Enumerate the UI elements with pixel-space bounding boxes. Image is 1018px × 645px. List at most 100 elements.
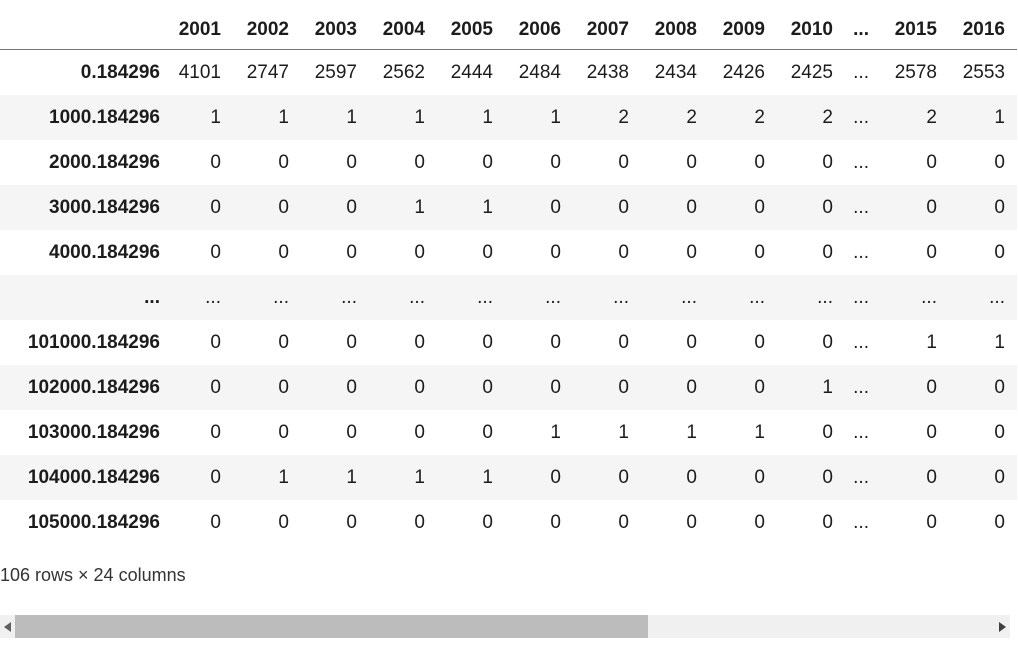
- table-cell: 1: [346, 106, 357, 128]
- table-cell: 1: [550, 421, 561, 443]
- table-cell: ...: [477, 286, 493, 308]
- table-cell: 0: [822, 151, 833, 173]
- table-cell: 0: [414, 376, 425, 398]
- table-cell: 0: [346, 376, 357, 398]
- right-arrow-icon: [999, 621, 1006, 632]
- table-cell: 0: [210, 466, 221, 488]
- table-cell: ...: [853, 151, 869, 173]
- dataframe-table: 2001 2002 2003 2004 2005 2006 2007 2008 2009 2010…: [0, 10, 1017, 545]
- table-cell: 0: [482, 511, 493, 533]
- table-cell: ...: [853, 61, 869, 83]
- table-cell: 2: [822, 106, 833, 128]
- table-cell: 0: [994, 151, 1005, 173]
- table-cell: ...: [853, 106, 869, 128]
- table-cell: 0: [414, 331, 425, 353]
- table-cell: 0: [618, 151, 629, 173]
- table-cell: ...: [613, 286, 629, 308]
- table-cell: 0: [414, 241, 425, 263]
- table-cell: 0: [618, 376, 629, 398]
- table-cell: 0: [686, 196, 697, 218]
- column-header: ...: [853, 19, 869, 40]
- column-header: 2001: [178, 19, 221, 40]
- header-row: 2001 2002 2003 2004 2005 2006 2007 2008 2009 2010…: [0, 10, 1017, 50]
- table-cell: ...: [853, 511, 869, 533]
- table-cell: 1: [618, 421, 629, 443]
- table-cell: 2553: [962, 61, 1005, 83]
- row-count-summary: 106 rows × 24 columns: [0, 565, 186, 585]
- table-row: 2000.184296 0 0 0 0 0 0 0 0 0 0... 0 0: [0, 140, 1017, 185]
- table-cell: 1: [550, 106, 561, 128]
- table-cell: ...: [853, 466, 869, 488]
- table-cell: 1: [482, 106, 493, 128]
- table-cell: ...: [341, 286, 357, 308]
- table-row: 103000.184296 0 0 0 0 0 1 1 1 1 0... 0 0: [0, 410, 1017, 455]
- table-row: 105000.184296 0 0 0 0 0 0 0 0 0 0... 0 0: [0, 500, 1017, 545]
- table-cell: 0: [482, 331, 493, 353]
- table-cell: 0: [278, 241, 289, 263]
- table-cell: 2597: [314, 61, 357, 83]
- table-cell: 0: [414, 511, 425, 533]
- table-cell: 0: [346, 196, 357, 218]
- scrollbar-left-button[interactable]: [0, 615, 15, 638]
- table-cell: 0: [926, 466, 937, 488]
- table-cell: 0: [994, 466, 1005, 488]
- table-cell: 2: [754, 106, 765, 128]
- scrollbar-thumb[interactable]: [15, 615, 648, 638]
- table-cell: 0: [686, 331, 697, 353]
- scrollbar-track[interactable]: [648, 615, 995, 638]
- table-cell: 0: [822, 241, 833, 263]
- table-cell: 0: [926, 196, 937, 218]
- row-index: 3000.184296: [49, 196, 160, 218]
- table-cell: 0: [346, 331, 357, 353]
- table-cell: 0: [346, 151, 357, 173]
- table-cell: 0: [210, 196, 221, 218]
- table-cell: 0: [618, 196, 629, 218]
- table-cell: 0: [210, 511, 221, 533]
- table-cell: 0: [618, 466, 629, 488]
- table-cell: 1: [994, 106, 1005, 128]
- table-cell: ...: [409, 286, 425, 308]
- table-cell: 0: [414, 421, 425, 443]
- table-cell: 0: [482, 241, 493, 263]
- table-cell: 0: [550, 331, 561, 353]
- scrollbar-right-button[interactable]: [995, 615, 1010, 638]
- row-index: ...: [144, 286, 160, 308]
- column-header: 2004: [382, 19, 425, 40]
- column-header: 2002: [246, 19, 289, 40]
- table-cell: ...: [817, 286, 833, 308]
- table-cell: 0: [754, 376, 765, 398]
- table-row: 4000.184296 0 0 0 0 0 0 0 0 0 0... 0 0: [0, 230, 1017, 275]
- table-cell: 0: [994, 376, 1005, 398]
- table-cell: 0: [346, 241, 357, 263]
- table-cell: 0: [926, 376, 937, 398]
- table-cell: 0: [618, 511, 629, 533]
- table-cell: ...: [853, 286, 869, 308]
- table-cell: ...: [853, 421, 869, 443]
- table-cell: 2484: [518, 61, 561, 83]
- table-cell: 1: [210, 106, 221, 128]
- row-index: 2000.184296: [49, 151, 160, 173]
- table-cell: 0: [686, 151, 697, 173]
- table-cell: 0: [754, 466, 765, 488]
- table-row: 0.184296 4101 2747 2597 2562 2444 2484 2438 2434…: [0, 50, 1017, 96]
- table-cell: 0: [994, 511, 1005, 533]
- table-cell: 0: [210, 376, 221, 398]
- table-cell: 2562: [382, 61, 425, 83]
- table-row: 1000.184296 1 1 1 1 1 1 2 2 2 2... 2 1: [0, 95, 1017, 140]
- table-cell: 0: [210, 331, 221, 353]
- table-cell: 0: [278, 151, 289, 173]
- table-cell: 0: [754, 241, 765, 263]
- table-cell: ...: [853, 196, 869, 218]
- table-cell: 0: [278, 421, 289, 443]
- table-cell: 1: [414, 196, 425, 218]
- table-cell: 2434: [654, 61, 697, 83]
- table-cell: 0: [754, 511, 765, 533]
- table-cell: 2578: [894, 61, 937, 83]
- horizontal-scrollbar[interactable]: [0, 615, 1010, 638]
- table-cell: ...: [853, 331, 869, 353]
- table-cell: 0: [822, 511, 833, 533]
- table-cell: 2: [618, 106, 629, 128]
- row-index: 0.184296: [80, 61, 160, 83]
- row-index: 4000.184296: [49, 241, 160, 263]
- column-header: 2006: [518, 19, 561, 40]
